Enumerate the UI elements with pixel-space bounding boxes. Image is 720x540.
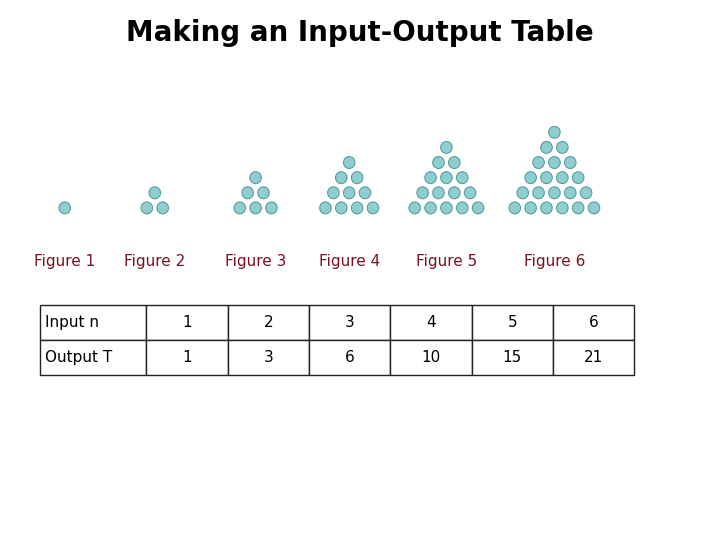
Ellipse shape [572, 172, 584, 184]
Text: Figure 4: Figure 4 [318, 254, 380, 269]
Ellipse shape [343, 187, 355, 199]
Text: 15: 15 [503, 350, 522, 365]
FancyBboxPatch shape [553, 305, 634, 340]
Ellipse shape [328, 187, 339, 199]
FancyBboxPatch shape [40, 305, 146, 340]
Ellipse shape [351, 172, 363, 184]
FancyBboxPatch shape [146, 340, 228, 375]
Ellipse shape [533, 157, 544, 168]
Ellipse shape [580, 187, 592, 199]
FancyBboxPatch shape [40, 340, 146, 375]
Text: Output T: Output T [45, 350, 112, 365]
Ellipse shape [557, 202, 568, 214]
Text: 6: 6 [589, 315, 598, 330]
Ellipse shape [549, 126, 560, 138]
Ellipse shape [149, 187, 161, 199]
Ellipse shape [343, 157, 355, 168]
Ellipse shape [336, 172, 347, 184]
Ellipse shape [141, 202, 153, 214]
Ellipse shape [472, 202, 484, 214]
Ellipse shape [258, 187, 269, 199]
Text: 1: 1 [182, 350, 192, 365]
Ellipse shape [456, 172, 468, 184]
Ellipse shape [588, 202, 600, 214]
Ellipse shape [564, 187, 576, 199]
Text: 2: 2 [264, 315, 273, 330]
FancyBboxPatch shape [390, 305, 472, 340]
Ellipse shape [456, 202, 468, 214]
Ellipse shape [336, 202, 347, 214]
Text: 5: 5 [508, 315, 517, 330]
Ellipse shape [541, 172, 552, 184]
Text: Input n: Input n [45, 315, 99, 330]
Ellipse shape [59, 202, 71, 214]
Ellipse shape [525, 202, 536, 214]
Text: 3: 3 [264, 350, 273, 365]
Text: 4: 4 [426, 315, 436, 330]
Text: 6: 6 [345, 350, 354, 365]
Ellipse shape [517, 187, 528, 199]
FancyBboxPatch shape [228, 305, 309, 340]
FancyBboxPatch shape [472, 305, 553, 340]
FancyBboxPatch shape [472, 340, 553, 375]
Ellipse shape [425, 172, 436, 184]
Ellipse shape [557, 141, 568, 153]
FancyBboxPatch shape [309, 305, 390, 340]
Ellipse shape [509, 202, 521, 214]
Ellipse shape [359, 187, 371, 199]
Text: Figure 6: Figure 6 [523, 254, 585, 269]
FancyBboxPatch shape [553, 340, 634, 375]
Ellipse shape [441, 141, 452, 153]
FancyBboxPatch shape [309, 340, 390, 375]
Text: 3: 3 [345, 315, 354, 330]
Ellipse shape [409, 202, 420, 214]
Ellipse shape [549, 157, 560, 168]
Ellipse shape [464, 187, 476, 199]
Ellipse shape [351, 202, 363, 214]
Ellipse shape [557, 172, 568, 184]
FancyBboxPatch shape [390, 340, 472, 375]
Text: Figure 3: Figure 3 [225, 254, 287, 269]
Text: Figure 1: Figure 1 [34, 254, 96, 269]
Ellipse shape [320, 202, 331, 214]
Ellipse shape [525, 172, 536, 184]
Ellipse shape [157, 202, 168, 214]
Text: Figure 5: Figure 5 [415, 254, 477, 269]
Text: Making an Input-Output Table: Making an Input-Output Table [126, 19, 594, 47]
Ellipse shape [541, 202, 552, 214]
Ellipse shape [572, 202, 584, 214]
Ellipse shape [367, 202, 379, 214]
Ellipse shape [449, 157, 460, 168]
Ellipse shape [266, 202, 277, 214]
Ellipse shape [234, 202, 246, 214]
Ellipse shape [242, 187, 253, 199]
Text: Figure 2: Figure 2 [124, 254, 186, 269]
Ellipse shape [425, 202, 436, 214]
Ellipse shape [549, 187, 560, 199]
Text: 21: 21 [584, 350, 603, 365]
Ellipse shape [417, 187, 428, 199]
Ellipse shape [541, 141, 552, 153]
Ellipse shape [433, 187, 444, 199]
Ellipse shape [441, 202, 452, 214]
Text: 1: 1 [182, 315, 192, 330]
Ellipse shape [250, 202, 261, 214]
Text: 10: 10 [421, 350, 441, 365]
FancyBboxPatch shape [228, 340, 309, 375]
Ellipse shape [250, 172, 261, 184]
Ellipse shape [449, 187, 460, 199]
FancyBboxPatch shape [146, 305, 228, 340]
Ellipse shape [433, 157, 444, 168]
Ellipse shape [564, 157, 576, 168]
Ellipse shape [533, 187, 544, 199]
Ellipse shape [441, 172, 452, 184]
